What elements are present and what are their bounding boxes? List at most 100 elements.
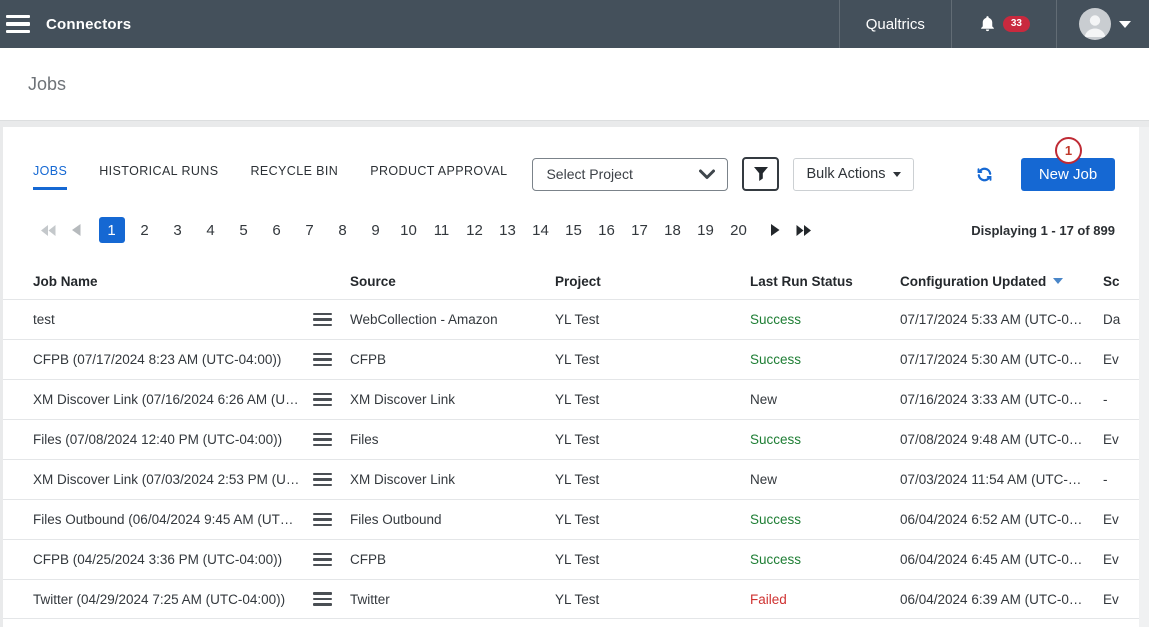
updated-cell: 07/17/2024 5:30 AM (UTC-0… (900, 352, 1083, 367)
hamburger-menu-icon[interactable] (0, 0, 46, 48)
schedule-cell: Da (1103, 312, 1121, 327)
tab-jobs[interactable]: JOBS (33, 164, 68, 190)
bulk-actions-button[interactable]: Bulk Actions (793, 157, 915, 191)
page-button-7[interactable]: 7 (297, 217, 323, 243)
content-card: JOBS HISTORICAL RUNS RECYCLE BIN PRODUCT… (3, 127, 1139, 627)
table-row[interactable]: Files (07/08/2024 12:40 PM (UTC-04:00)) … (3, 419, 1139, 459)
page-button-20[interactable]: 20 (726, 217, 752, 243)
status-cell: Success (750, 552, 802, 567)
row-menu-icon[interactable] (313, 432, 350, 447)
schedule-cell: Ev (1103, 552, 1119, 567)
first-page-button[interactable] (33, 221, 64, 240)
job-name-cell: Files Outbound (06/04/2024 9:45 AM (UT… (33, 512, 294, 527)
brand-label: Qualtrics (865, 15, 925, 33)
table-row[interactable]: XM Discover Link (07/16/2024 6:26 AM (U…… (3, 379, 1139, 419)
column-header-source[interactable]: Source (350, 273, 396, 289)
page-button-11[interactable]: 11 (429, 217, 455, 243)
page-button-5[interactable]: 5 (231, 217, 257, 243)
pagination-summary: Displaying 1 - 17 of 899 (971, 222, 1115, 238)
page-title: Jobs (28, 73, 67, 94)
row-menu-icon[interactable] (313, 392, 350, 407)
page-button-15[interactable]: 15 (561, 217, 587, 243)
page-button-17[interactable]: 17 (627, 217, 653, 243)
updated-cell: 07/03/2024 11:54 AM (UTC-… (900, 472, 1082, 487)
page-button-18[interactable]: 18 (660, 217, 686, 243)
job-name-cell: test (33, 312, 55, 327)
row-menu-icon[interactable] (313, 312, 350, 327)
last-page-button[interactable] (788, 221, 819, 240)
column-header-job-name[interactable]: Job Name (33, 273, 98, 289)
page-button-13[interactable]: 13 (495, 217, 521, 243)
table-row[interactable]: test WebCollection - Amazon YL Test Succ… (3, 299, 1139, 339)
table-header-row: Job Name Source Project Last Run Status … (3, 263, 1139, 299)
account-menu[interactable] (1056, 0, 1149, 48)
table-row[interactable]: CFPB (07/17/2024 8:23 AM (UTC-04:00)) CF… (3, 339, 1139, 379)
job-name-cell: Files (07/08/2024 12:40 PM (UTC-04:00)) (33, 432, 283, 447)
schedule-cell: Ev (1103, 432, 1119, 447)
filter-button[interactable] (742, 157, 780, 191)
schedule-cell: Ev (1103, 591, 1119, 607)
project-cell: YL Test (555, 552, 600, 567)
job-name-cell: XM Discover Link (07/16/2024 6:26 AM (U… (33, 392, 299, 407)
updated-cell: 07/16/2024 3:33 AM (UTC-0… (900, 392, 1083, 407)
column-header-configuration-updated[interactable]: Configuration Updated (900, 274, 1103, 289)
table-row[interactable]: XM Discover Link (07/03/2024 2:53 PM (U…… (3, 459, 1139, 499)
refresh-icon (976, 166, 993, 183)
scrollbar-track[interactable] (1139, 127, 1149, 627)
column-header-project[interactable]: Project (555, 273, 601, 289)
page-button-4[interactable]: 4 (198, 217, 224, 243)
page-button-6[interactable]: 6 (264, 217, 290, 243)
updated-cell: 06/04/2024 6:39 AM (UTC-0… (900, 591, 1083, 607)
row-menu-icon[interactable] (313, 552, 350, 567)
table-row[interactable]: Files Outbound (06/04/2024 9:45 AM (UT… … (3, 499, 1139, 539)
table-row[interactable]: Twitter (04/29/2024 7:25 AM (UTC-04:00))… (3, 579, 1139, 619)
tab-recycle-bin[interactable]: RECYCLE BIN (250, 164, 339, 178)
project-select[interactable]: Select Project (532, 157, 729, 191)
page-button-8[interactable]: 8 (330, 217, 356, 243)
jobs-table: Job Name Source Project Last Run Status … (3, 263, 1139, 619)
page-button-3[interactable]: 3 (165, 217, 191, 243)
notification-count-badge: 33 (1002, 16, 1030, 32)
new-job-button[interactable]: New Job (1021, 157, 1115, 191)
bell-icon (978, 14, 997, 34)
row-menu-icon[interactable] (313, 512, 350, 527)
page-button-10[interactable]: 10 (396, 217, 422, 243)
page-button-2[interactable]: 2 (132, 217, 158, 243)
page-button-16[interactable]: 16 (594, 217, 620, 243)
status-cell: Success (750, 432, 802, 447)
notifications-section: 33 (950, 0, 1056, 48)
source-cell: XM Discover Link (350, 472, 456, 487)
tab-historical-runs[interactable]: HISTORICAL RUNS (99, 164, 219, 178)
table-body: test WebCollection - Amazon YL Test Succ… (3, 299, 1139, 619)
pagination-pages: 1 2 3 4 5 6 7 8 9 10 11 12 13 14 15 16 17 18 19 20 (95, 217, 755, 243)
source-cell: XM Discover Link (350, 392, 456, 407)
chevron-down-icon (1119, 20, 1131, 28)
page-button-12[interactable]: 12 (462, 217, 488, 243)
refresh-button[interactable] (976, 166, 993, 183)
caret-down-icon (893, 171, 902, 177)
pagination: 1 2 3 4 5 6 7 8 9 10 11 12 13 14 15 16 17 18 19 20 Displayi… (3, 197, 1139, 243)
column-header-schedule[interactable]: Sc (1103, 273, 1120, 289)
updated-cell: 07/08/2024 9:48 AM (UTC-0… (900, 432, 1083, 447)
schedule-cell: - (1103, 472, 1108, 487)
page-button-1[interactable]: 1 (98, 217, 125, 243)
table-row[interactable]: CFPB (04/25/2024 3:36 PM (UTC-04:00)) CF… (3, 539, 1139, 579)
row-menu-icon[interactable] (313, 352, 350, 367)
schedule-cell: Ev (1103, 512, 1119, 527)
page-button-19[interactable]: 19 (693, 217, 719, 243)
topbar: Connectors Qualtrics 33 (0, 0, 1149, 48)
previous-page-button[interactable] (64, 220, 89, 240)
page-button-9[interactable]: 9 (363, 217, 389, 243)
job-name-cell: CFPB (07/17/2024 8:23 AM (UTC-04:00)) (33, 352, 282, 367)
status-cell: Success (750, 512, 802, 527)
row-menu-icon[interactable] (313, 592, 350, 606)
column-header-last-run-status[interactable]: Last Run Status (750, 273, 853, 289)
tab-product-approval[interactable]: PRODUCT APPROVAL (370, 164, 508, 178)
sort-descending-icon (1053, 278, 1064, 284)
page-button-14[interactable]: 14 (528, 217, 554, 243)
status-cell: New (750, 392, 778, 407)
next-page-button[interactable] (763, 220, 788, 240)
notifications-button[interactable]: 33 (978, 14, 1030, 34)
project-cell: YL Test (555, 512, 600, 527)
row-menu-icon[interactable] (313, 472, 350, 487)
